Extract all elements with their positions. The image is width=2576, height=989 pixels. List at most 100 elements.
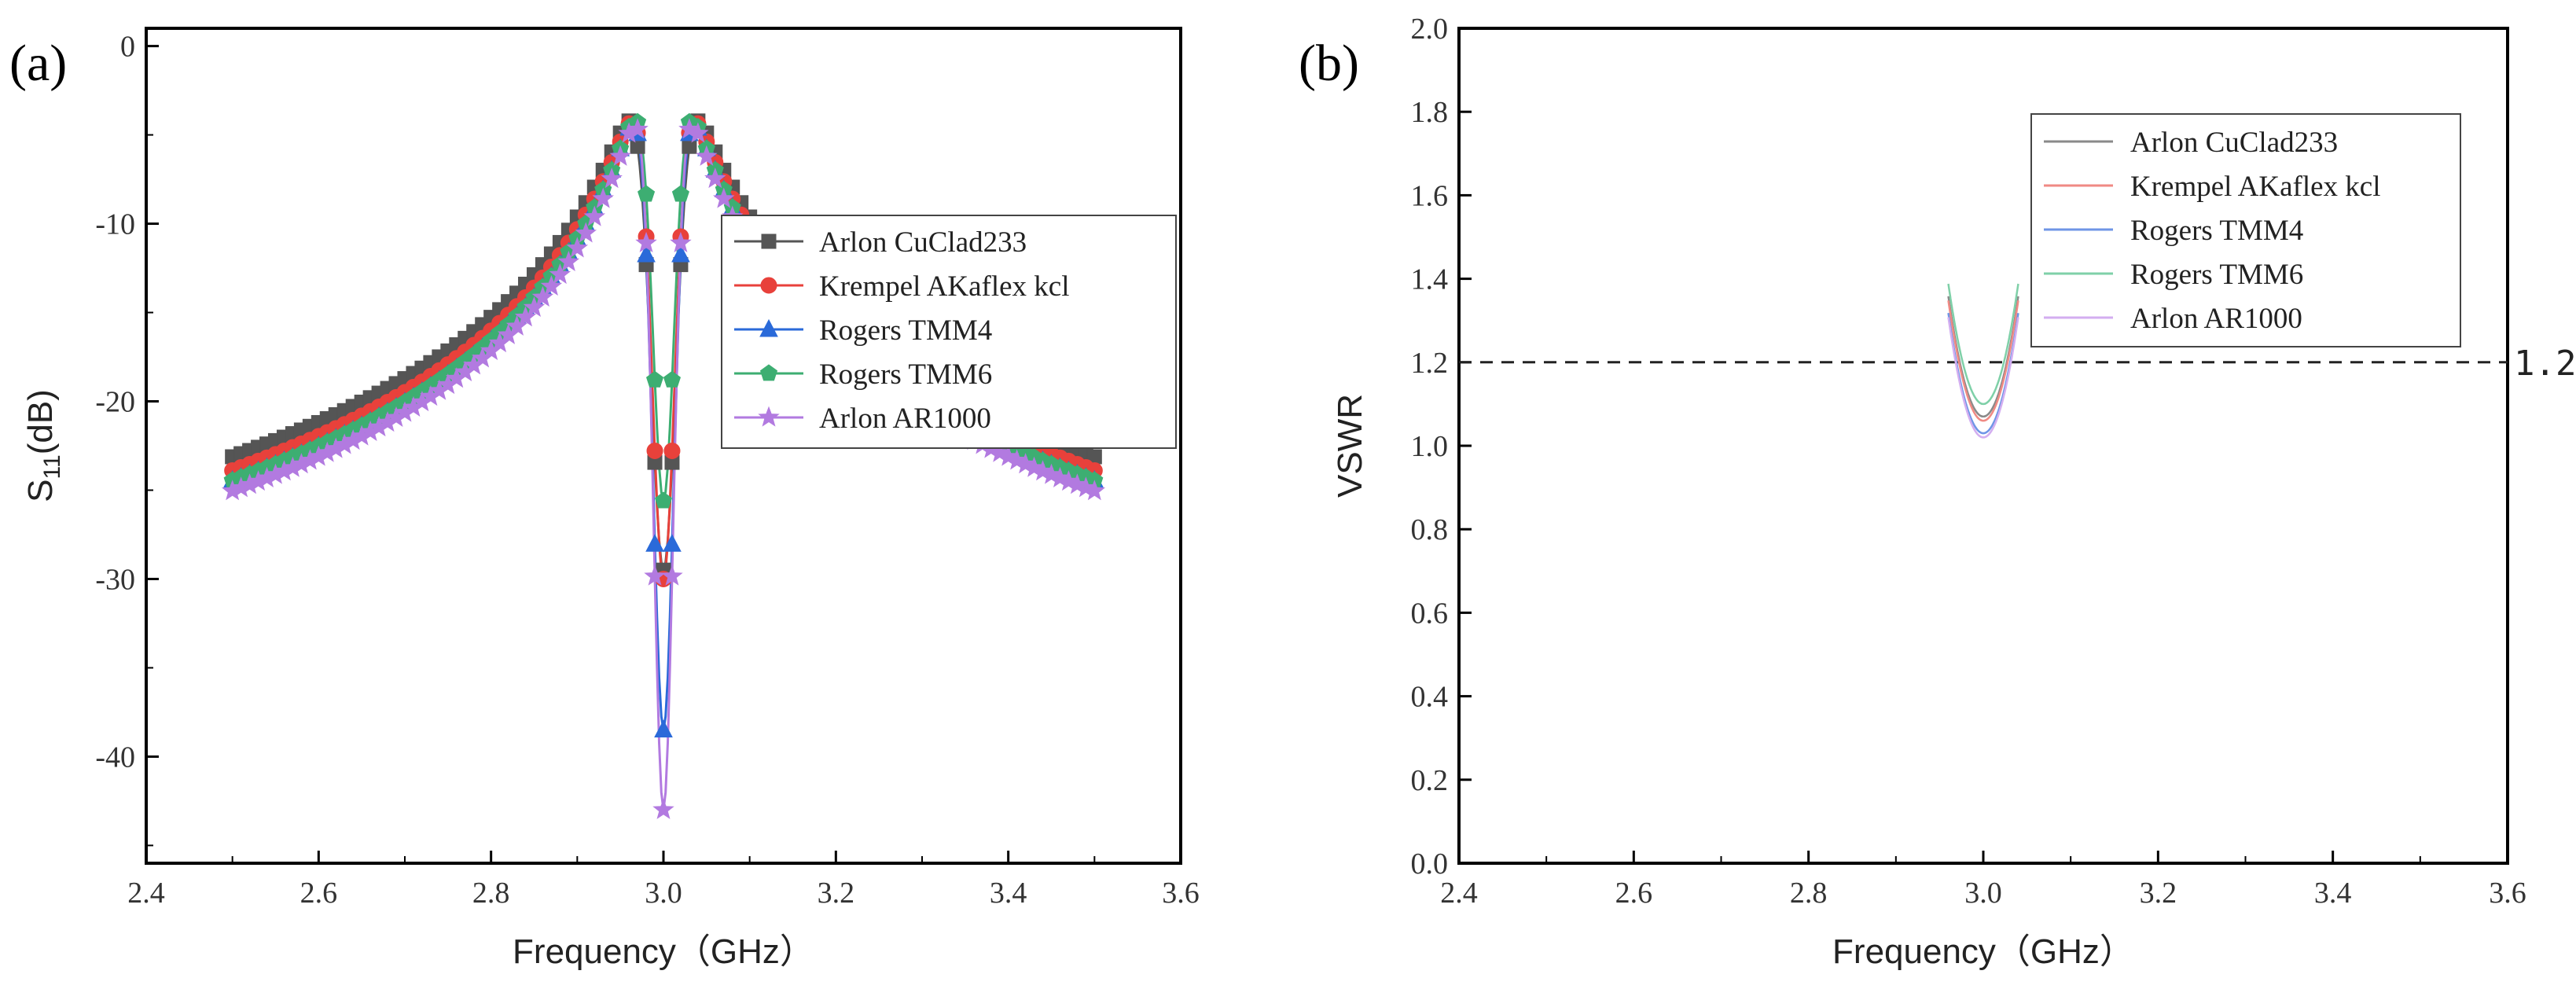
triangle-marker <box>654 719 673 738</box>
panel-b-series-line-1 <box>1947 300 2019 422</box>
star-marker <box>635 231 657 252</box>
panel-b-x-tick-label: 3.4 <box>2314 877 2352 910</box>
star-marker <box>505 314 528 336</box>
panel-b-y-tick-label: 1.2 <box>1411 347 1449 380</box>
panel-b-legend-label: Arlon AR1000 <box>2130 303 2302 335</box>
panel-a-legend-label: Krempel AKaflex kcl <box>819 270 1070 303</box>
panel-b-legend-label: Arlon CuClad233 <box>2130 127 2338 159</box>
star-marker <box>566 237 589 258</box>
panel-b-vswr-chart: (b) 2.4 2.6 2.8 3.0 3.2 3.4 3.6 0.0 0.2 0.4 0.6 0.8… <box>1299 13 2576 971</box>
star-marker <box>514 306 537 327</box>
panel-a-legend: Arlon CuClad233 Krempel AKaflex kcl Rogers… <box>721 215 1177 449</box>
panel-a-s11-chart: (a) 2.4 2.6 2.8 3.0 3.2 3.4 3.6 0 -10 -20 -30 -40 A… <box>9 27 1200 971</box>
panel-a-x-tick-label: 3.2 <box>818 877 855 910</box>
panel-b-series-line-3 <box>1947 283 2019 406</box>
panel-a-y-title-sub: 11 <box>39 454 65 479</box>
panel-b-y-tick-label: 0.0 <box>1411 847 1449 881</box>
panel-b-x-tick-label: 2.8 <box>1790 877 1828 910</box>
star-marker <box>557 250 580 271</box>
pentagon-marker <box>663 370 682 388</box>
star-marker <box>583 205 605 226</box>
panel-a-x-tick-label: 3.0 <box>645 877 682 910</box>
panel-a-legend-label: Rogers TMM4 <box>819 314 992 347</box>
triangle-marker <box>637 244 656 263</box>
panel-b-legend-label: Rogers TMM4 <box>2130 215 2303 247</box>
panel-b-x-tick-label: 3.0 <box>1964 877 2002 910</box>
panel-b-y-tick-label: 1.4 <box>1411 263 1449 296</box>
panel-b-x-tick-label: 2.4 <box>1440 877 1478 910</box>
panel-a-x-tick-label: 2.8 <box>472 877 510 910</box>
panel-b-y-tick-label: 0.6 <box>1411 597 1449 630</box>
panel-b-legend-label: Rogers TMM6 <box>2130 259 2303 291</box>
panel-b-y-tick-label: 1.8 <box>1411 96 1449 129</box>
triangle-marker <box>759 318 778 337</box>
panel-a-legend-label: Arlon AR1000 <box>819 403 991 435</box>
star-marker <box>758 406 780 427</box>
panel-b-x-tick-label: 2.6 <box>1615 877 1653 910</box>
panel-b-y-tick-label: 1.6 <box>1411 179 1449 212</box>
panel-a-y-tick-label: -40 <box>95 741 135 774</box>
panel-a-y-title-main: S <box>21 479 60 502</box>
panel-a-legend-box <box>721 215 1177 449</box>
panel-b-y-axis-title: VSWR <box>1331 394 1369 498</box>
panel-b-y-tick-label: 0.2 <box>1411 764 1449 797</box>
pentagon-marker <box>759 364 778 381</box>
square-marker <box>761 233 777 249</box>
star-marker <box>549 263 571 285</box>
panel-b-legend: Arlon CuClad233 Krempel AKaflex kcl Rogers… <box>2030 113 2461 347</box>
panel-b-legend-label: Krempel AKaflex kcl <box>2130 171 2381 203</box>
star-marker <box>601 167 623 189</box>
panel-a-y-tick-label: -20 <box>95 386 135 419</box>
star-marker <box>713 187 735 208</box>
panel-b-x-axis-title: Frequency（GHz） <box>1832 932 2134 971</box>
panel-a-y-tick-label: -30 <box>95 563 135 596</box>
star-marker <box>670 231 692 252</box>
star-marker <box>687 122 709 143</box>
circle-marker <box>663 442 681 459</box>
triangle-marker <box>671 244 690 263</box>
panel-a-x-tick-label: 2.6 <box>300 877 338 910</box>
panel-b-label: (b) <box>1299 35 1359 92</box>
star-marker <box>661 564 683 586</box>
star-marker <box>704 167 726 189</box>
pentagon-marker <box>671 185 689 202</box>
pentagon-marker <box>654 491 673 509</box>
square-marker <box>682 138 697 154</box>
star-marker <box>575 222 597 243</box>
panel-b-reference-label: 1.2 <box>2514 344 2576 384</box>
panel-b-series-line-2 <box>1947 312 2019 435</box>
pentagon-marker <box>638 185 656 202</box>
panel-b-x-tick-label: 3.6 <box>2489 877 2526 910</box>
panel-a-y-title-tail: (dB) <box>21 389 60 454</box>
square-marker <box>630 138 645 154</box>
star-marker <box>627 118 649 139</box>
star-marker <box>609 145 631 166</box>
panel-a-legend-label: Arlon CuClad233 <box>819 226 1027 259</box>
panel-a-y-tick-label: -10 <box>95 208 135 241</box>
panel-a-y-axis-title: S11(dB) <box>21 389 65 502</box>
star-marker <box>652 798 674 819</box>
panel-a-axes: 2.4 2.6 2.8 3.0 3.2 3.4 3.6 0 -10 -20 -30 -40 <box>95 31 1199 910</box>
panel-a-x-tick-label: 2.4 <box>127 877 165 910</box>
panel-b-series-line-0 <box>1947 296 2019 418</box>
panel-b-x-tick-label: 3.2 <box>2140 877 2177 910</box>
panel-b-y-tick-label: 2.0 <box>1411 13 1449 46</box>
star-marker <box>540 274 563 296</box>
panel-b-axes: 2.4 2.6 2.8 3.0 3.2 3.4 3.6 0.0 0.2 0.4 0.6 0.8 1.0 1… <box>1411 13 2526 910</box>
triangle-marker <box>663 534 682 552</box>
star-marker <box>531 285 554 307</box>
panel-b-series-line-4 <box>1947 317 2019 439</box>
circle-marker <box>760 277 777 294</box>
panel-a-x-tick-label: 3.4 <box>990 877 1027 910</box>
pentagon-marker <box>645 370 664 388</box>
panel-a-y-tick-label: 0 <box>120 31 135 64</box>
panel-a-legend-label: Rogers TMM6 <box>819 358 992 391</box>
panel-b-y-tick-label: 1.0 <box>1411 430 1449 463</box>
panel-b-y-tick-label: 0.4 <box>1411 681 1449 714</box>
star-marker <box>592 187 614 208</box>
panel-b-series-lines <box>1947 283 2019 439</box>
panel-a-x-tick-label: 3.6 <box>1162 877 1200 910</box>
panel-a-x-axis-title: Frequency（GHz） <box>513 932 814 971</box>
star-marker <box>696 145 718 166</box>
